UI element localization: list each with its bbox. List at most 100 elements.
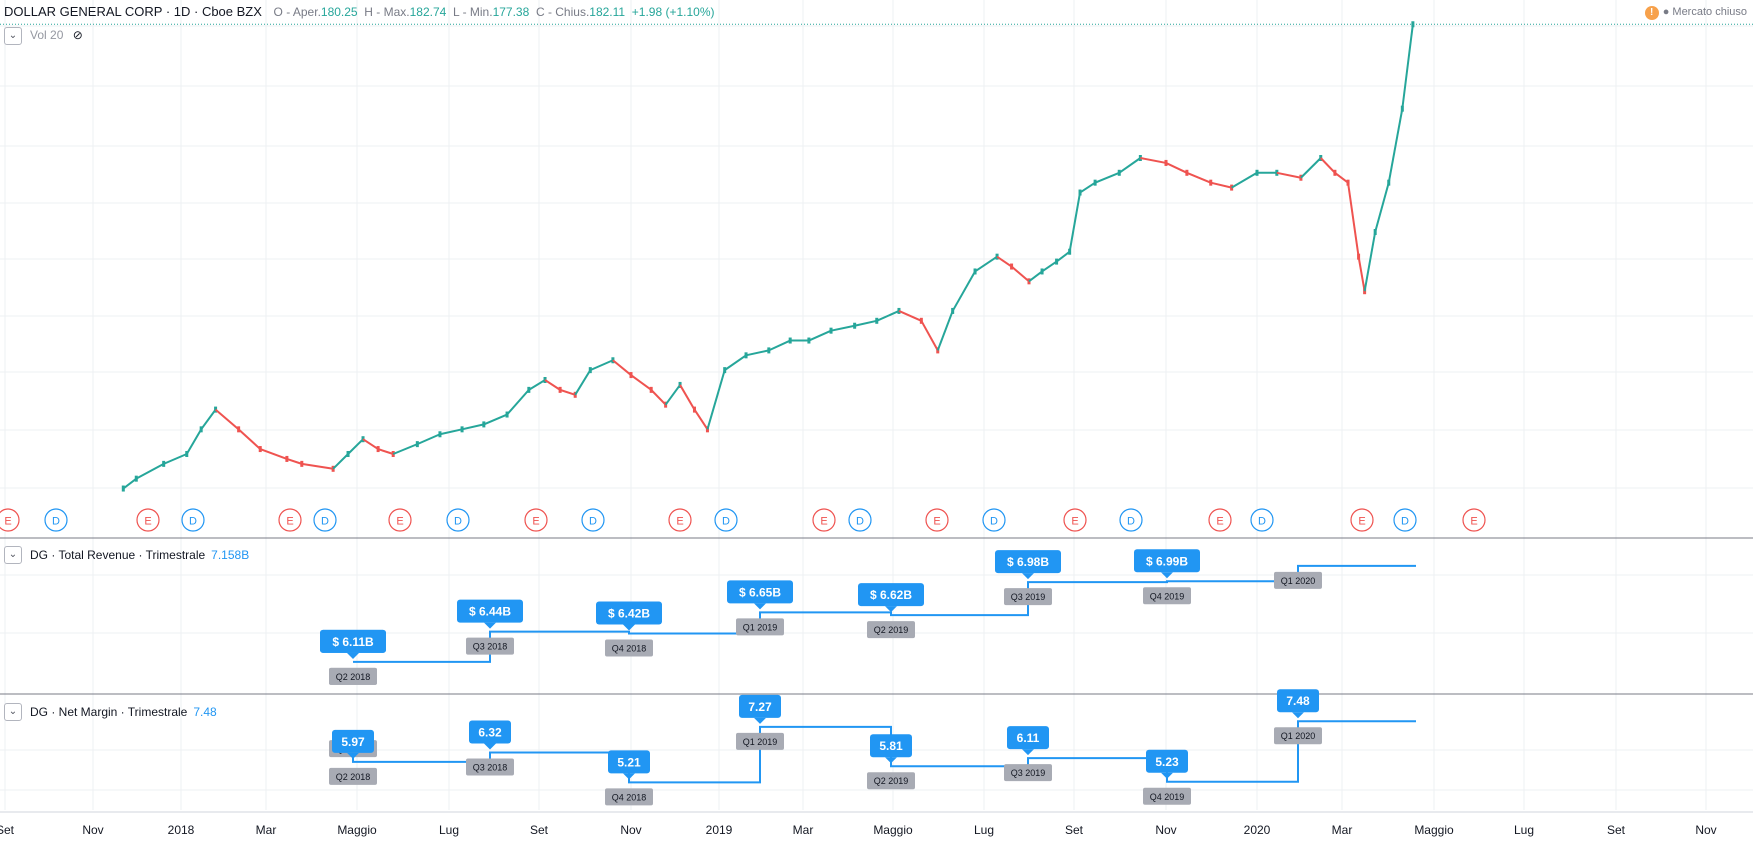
collapse-margin-pane-button[interactable]: ⌄	[4, 703, 22, 721]
volume-legend[interactable]: Vol 20 ⊘	[30, 28, 83, 42]
price-segment	[589, 359, 614, 372]
revenue-value-pointer	[347, 652, 359, 659]
price-segment	[724, 354, 747, 371]
margin-quarter-label: Q3 2019	[1011, 768, 1046, 778]
event-marker-label: E	[1071, 516, 1078, 528]
revenue-pane-legend[interactable]: DG · Total Revenue · Trimestrale 7.158B	[30, 548, 249, 562]
margin-quarter-tag	[466, 758, 514, 776]
margin-quarter-tag	[1143, 787, 1191, 805]
margin-pane-legend[interactable]: DG · Net Margin · Trimestrale 7.48	[30, 705, 217, 719]
earnings-marker	[812, 508, 836, 532]
price-segment	[259, 448, 288, 460]
symbol-title: DOLLAR GENERAL CORP · 1D · Cboe BZX	[4, 4, 262, 19]
open-value: 180.25	[320, 5, 358, 19]
margin-value-bubble	[608, 750, 650, 774]
price-segment	[461, 423, 485, 431]
high-value: 182.74	[409, 5, 447, 19]
time-axis: Set Nov 2018 Mar Maggio Lug Set Nov 2019 Mar Maggi…	[0, 811, 1753, 837]
margin-value-bubble	[469, 720, 511, 744]
revenue-value-label: $ 6.44B	[469, 605, 511, 619]
price-segment	[392, 443, 418, 455]
margin-quarter-tag	[1274, 727, 1322, 745]
earnings-marker	[388, 508, 412, 532]
revenue-value-pointer	[1022, 573, 1034, 580]
revenue-value-bubble	[995, 550, 1061, 574]
revenue-value-bubble	[457, 599, 523, 623]
margin-quarter-tag	[1004, 764, 1052, 782]
event-marker-label: E	[676, 516, 683, 528]
revenue-quarter-label: Q3 2018	[473, 642, 508, 652]
price-segment	[1357, 256, 1366, 292]
margin-value-label: 6.11	[1017, 731, 1040, 745]
time-tick-label: 2020	[1244, 823, 1271, 837]
price-segment	[1068, 192, 1082, 252]
event-marker-label: D	[1127, 516, 1135, 528]
revenue-line	[353, 564, 1416, 663]
ohlc-readout: O - Aper.180.25 H - Max.182.74 L - Min.1…	[274, 5, 715, 19]
market-status[interactable]: ! ● Mercato chiuso	[1644, 6, 1747, 20]
margin-value-pointer	[1161, 772, 1173, 779]
price-segment	[693, 409, 709, 430]
time-tick-label: Set	[530, 823, 549, 837]
price-segment	[1363, 231, 1377, 292]
earnings-marker	[278, 508, 302, 532]
margin-quarter-tag	[329, 767, 377, 785]
margin-quarter-label: Q2 2019	[874, 776, 909, 786]
revenue-quarter-label: Q3 2019	[1011, 592, 1046, 602]
revenue-quarter-tag	[736, 618, 784, 636]
price-segment	[237, 428, 261, 450]
margin-value-pointer	[1022, 749, 1034, 756]
price-segment	[768, 339, 791, 352]
close-value: 182.11	[589, 5, 626, 19]
eye-off-icon[interactable]: ⊘	[72, 28, 83, 42]
margin-quarter-label: Q4 2018	[612, 792, 647, 802]
price-segment	[1118, 157, 1141, 174]
market-status-text: ● Mercato chiuso	[1662, 6, 1747, 18]
dividend-marker	[714, 508, 738, 532]
price-segment	[506, 389, 530, 416]
collapse-legend-button[interactable]: ⌄	[4, 27, 22, 45]
symbol-legend[interactable]: DOLLAR GENERAL CORP · 1D · Cboe BZX O - …	[4, 4, 715, 19]
time-tick-label: Set	[1065, 823, 1084, 837]
event-marker-label: D	[321, 516, 329, 528]
price-segment	[528, 379, 546, 391]
price-segment	[808, 329, 832, 342]
low-label: L - Min.	[453, 5, 493, 19]
revenue-quarter-label: Q4 2018	[612, 644, 647, 654]
collapse-revenue-pane-button[interactable]: ⌄	[4, 546, 22, 564]
event-marker-label: D	[990, 516, 998, 528]
revenue-quarter-label: Q1 2019	[743, 622, 778, 632]
event-marker-label: D	[1401, 516, 1409, 528]
price-segment	[679, 384, 696, 411]
revenue-value-bubble	[596, 601, 662, 625]
dividend-marker	[1393, 508, 1417, 532]
price-segment	[200, 409, 217, 430]
event-marker-label: D	[1258, 516, 1266, 528]
earnings-marker	[1063, 508, 1087, 532]
time-tick-label: Mar	[1332, 823, 1353, 837]
price-segment	[1210, 181, 1232, 189]
time-tick-label: Lug	[439, 823, 459, 837]
event-marker-label: D	[856, 516, 864, 528]
time-tick-label: Maggio	[337, 823, 377, 837]
event-marker-label: E	[820, 516, 827, 528]
price-segment	[854, 319, 877, 327]
margin-value-pointer	[1292, 712, 1304, 719]
event-marker-label: E	[532, 516, 539, 528]
revenue-value-label: $ 6.42B	[608, 607, 650, 621]
price-segment	[1276, 171, 1302, 179]
price-segment	[347, 438, 364, 455]
margin-quarter-label: Q1 2020	[1281, 731, 1316, 741]
dividend-marker	[313, 508, 337, 532]
grid-lines	[0, 0, 1753, 810]
revenue-value-label: $ 6.98B	[1007, 555, 1049, 569]
price-segment	[1140, 157, 1167, 164]
time-tick-label: Maggio	[873, 823, 913, 837]
high-label: H - Max.	[364, 5, 410, 19]
revenue-value-label: $ 6.11B	[332, 635, 374, 649]
price-candle	[1411, 21, 1415, 28]
time-tick-label: Mar	[793, 823, 814, 837]
